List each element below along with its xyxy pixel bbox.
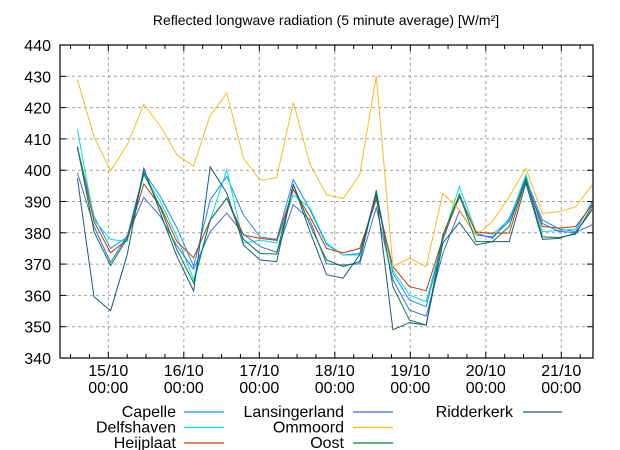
series-line-delfshaven xyxy=(76,129,593,303)
x-tick-label: 00:00 xyxy=(390,380,430,397)
series-line-oost xyxy=(76,146,593,326)
legend-item-ommoord: Ommoord xyxy=(273,420,393,437)
x-tick-label: 00:00 xyxy=(541,380,581,397)
x-axis: 15/1000:0016/1000:0017/1000:0018/1000:00… xyxy=(70,45,581,397)
legend-label: Capelle xyxy=(122,404,176,421)
x-tick-label: 21/10 xyxy=(541,363,581,380)
y-tick-label: 410 xyxy=(24,132,51,149)
x-tick-label: 00:00 xyxy=(88,380,128,397)
chart-title: Reflected longwave radiation (5 minute a… xyxy=(153,12,499,28)
legend-label: Ridderkerk xyxy=(436,404,514,421)
y-tick-label: 400 xyxy=(24,163,51,180)
x-tick-label: 17/10 xyxy=(239,363,279,380)
legend-label: Ommoord xyxy=(273,420,344,437)
x-tick-label: 15/10 xyxy=(88,363,128,380)
plot-frame xyxy=(59,44,594,359)
series-line-ridderkerk xyxy=(76,165,593,331)
x-tick-label: 00:00 xyxy=(466,380,506,397)
y-tick-label: 380 xyxy=(24,226,51,243)
y-tick-label: 390 xyxy=(24,195,51,212)
legend-label: Delfshaven xyxy=(96,420,176,437)
y-tick-label: 370 xyxy=(24,257,51,274)
legend: CapelleDelfshavenHeijplaatLansingerlandO… xyxy=(96,404,562,450)
legend-item-lansingerland: Lansingerland xyxy=(243,404,393,421)
y-tick-label: 420 xyxy=(24,101,51,118)
x-tick-label: 19/10 xyxy=(390,363,430,380)
legend-item-capelle: Capelle xyxy=(122,404,224,421)
series-line-ommoord xyxy=(76,75,593,268)
y-tick-label: 430 xyxy=(24,69,51,86)
x-tick-label: 16/10 xyxy=(164,363,204,380)
legend-label: Heijplaat xyxy=(114,435,177,450)
y-tick-label: 350 xyxy=(24,320,51,337)
y-tick-label: 360 xyxy=(24,288,51,305)
legend-item-oost: Oost xyxy=(310,435,393,450)
x-tick-label: 00:00 xyxy=(315,380,355,397)
x-tick-label: 20/10 xyxy=(466,363,506,380)
legend-item-heijplaat: Heijplaat xyxy=(114,435,224,450)
legend-label: Oost xyxy=(310,435,344,450)
y-axis: 340 350 360 370 380 390 400 410 420 430 440 xyxy=(24,38,593,368)
grid xyxy=(60,45,593,358)
legend-label: Lansingerland xyxy=(243,404,344,421)
y-tick-label: 340 xyxy=(24,351,51,368)
series-lines xyxy=(76,75,593,331)
x-tick-label: 18/10 xyxy=(315,363,355,380)
legend-item-ridderkerk: Ridderkerk xyxy=(436,404,562,421)
series-line-heijplaat xyxy=(76,148,593,292)
x-tick-label: 00:00 xyxy=(164,380,204,397)
legend-item-delfshaven: Delfshaven xyxy=(96,420,224,437)
x-tick-label: 00:00 xyxy=(239,380,279,397)
y-tick-label: 440 xyxy=(24,38,51,55)
